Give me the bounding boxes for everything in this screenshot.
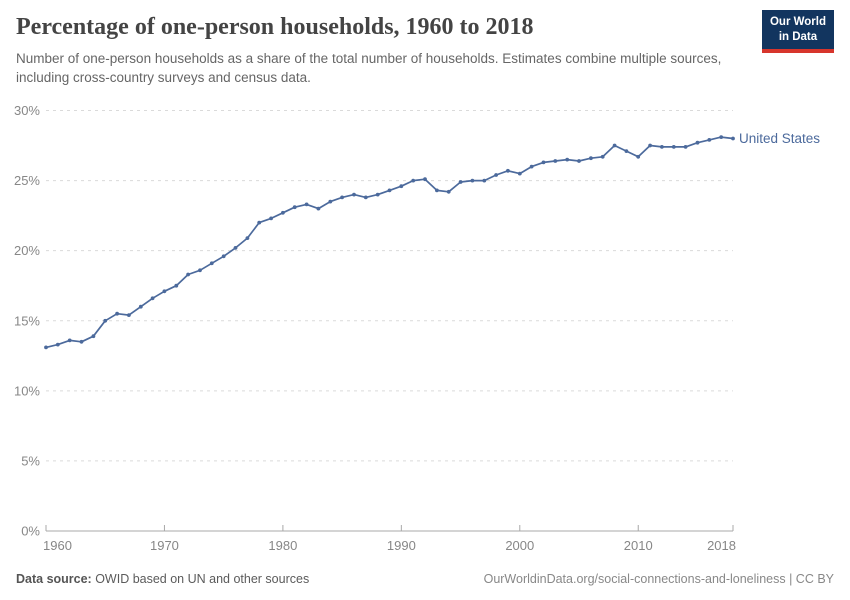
license-link[interactable]: OurWorldinData.org/social-connections-an… [483,572,834,586]
data-point[interactable] [660,145,664,149]
data-point[interactable] [316,206,321,211]
data-point[interactable] [648,143,652,148]
data-point[interactable] [411,178,416,183]
data-point[interactable] [470,178,475,183]
data-point[interactable] [719,135,724,140]
data-point[interactable] [186,272,191,277]
data-point[interactable] [731,136,735,141]
data-point[interactable] [458,180,463,184]
y-tick-label: 0% [21,524,40,539]
data-point[interactable] [79,339,84,344]
data-point[interactable] [281,210,285,215]
data-point[interactable] [138,304,143,309]
data-point[interactable] [707,138,712,142]
data-point[interactable] [221,254,226,259]
data-point[interactable] [150,296,155,301]
x-tick-label: 1980 [268,538,297,553]
data-point[interactable] [67,338,72,343]
data-point[interactable] [435,188,439,193]
data-point[interactable] [198,268,202,273]
x-tick-label: 1990 [387,538,416,553]
data-point[interactable] [695,140,700,145]
x-tick-label: 2000 [505,538,534,553]
data-source-label: Data source: [16,572,92,586]
data-point[interactable] [233,246,238,250]
data-point[interactable] [482,178,487,183]
data-point[interactable] [624,149,629,154]
data-point[interactable] [328,199,333,204]
data-point[interactable] [292,205,297,210]
data-point[interactable] [103,318,108,323]
data-point[interactable] [517,171,522,176]
owid-logo-line1: Our World [769,16,826,28]
x-tick-label: 1970 [150,538,179,553]
data-point[interactable] [446,189,451,194]
data-point[interactable] [553,159,558,163]
data-point[interactable] [600,154,605,159]
y-tick-label: 10% [14,383,40,398]
data-point[interactable] [174,283,179,288]
y-tick-label: 5% [21,453,40,468]
y-tick-label: 15% [14,313,40,328]
data-point[interactable] [245,236,250,241]
data-point[interactable] [671,145,676,149]
y-tick-label: 20% [14,243,40,258]
data-point[interactable] [257,220,262,225]
data-point[interactable] [577,159,581,163]
data-point[interactable] [399,184,404,189]
data-point[interactable] [387,188,392,193]
data-point[interactable] [162,289,167,294]
x-tick-label: 2010 [624,538,653,553]
data-point[interactable] [612,143,617,148]
data-point[interactable] [44,345,48,350]
data-point[interactable] [304,202,309,207]
data-source-text: OWID based on UN and other sources [91,572,310,586]
data-point[interactable] [363,195,368,200]
data-point[interactable] [541,160,546,165]
data-point[interactable] [506,168,510,173]
x-tick-label: 2018 [707,538,736,553]
y-tick-label: 25% [14,173,40,188]
chart-subtitle: Number of one-person households as a sha… [16,51,722,85]
data-point[interactable] [115,311,119,316]
data-point[interactable] [636,154,641,159]
data-point[interactable] [55,342,60,347]
data-point[interactable] [340,195,344,200]
data-point[interactable] [209,261,214,266]
series-line-united-states[interactable] [45,136,734,349]
data-point[interactable] [423,177,427,182]
data-point[interactable] [565,157,570,162]
owid-logo-line2: in Data [778,30,818,43]
data-point[interactable] [91,334,96,339]
data-point[interactable] [269,216,273,221]
data-point[interactable] [375,192,380,197]
data-point[interactable] [589,156,593,161]
y-tick-label: 30% [14,103,40,118]
data-point[interactable] [126,313,131,317]
data-point[interactable] [352,192,356,197]
chart-footer: Data source: OWID based on UN and other … [16,572,834,586]
series-label-united-states[interactable]: United States [739,131,821,146]
data-point[interactable] [494,173,498,177]
data-point[interactable] [529,164,534,169]
owid-logo[interactable]: Our World in Data [761,10,834,53]
x-tick-label: 1960 [43,538,72,553]
data-point[interactable] [683,145,688,149]
data-source-note: Data source: OWID based on UN and other … [16,572,309,586]
chart-title: Percentage of one-person households, 196… [16,14,534,40]
